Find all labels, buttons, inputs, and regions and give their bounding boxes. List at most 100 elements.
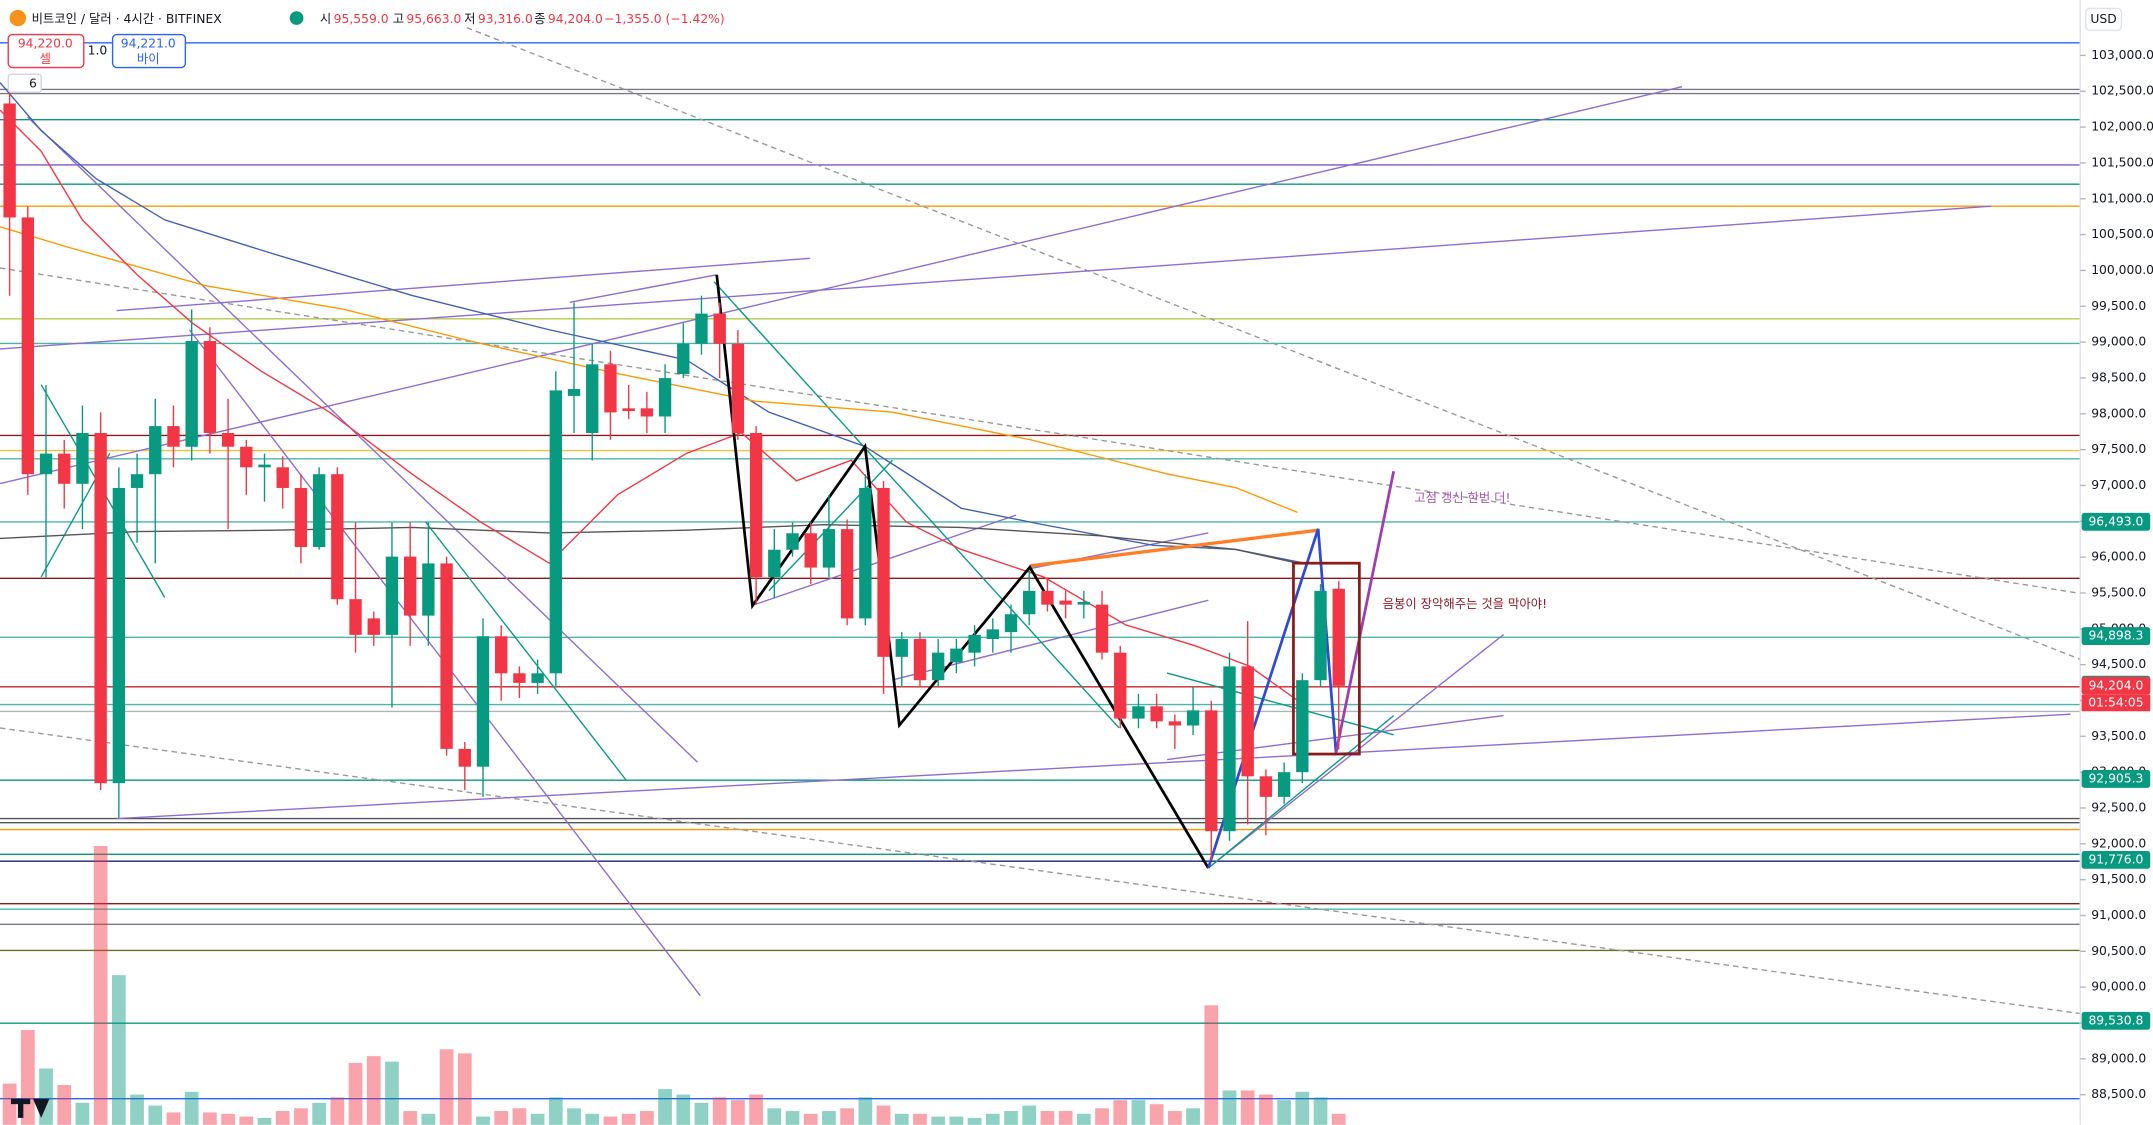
ohlc-key: 저 <box>464 12 475 26</box>
y-tick-label: 101,500.0 <box>2091 155 2153 169</box>
candle-body <box>986 629 999 639</box>
y-tick-label: 91,000.0 <box>2091 908 2146 922</box>
volume-bar <box>330 1097 345 1125</box>
candle-body <box>1259 776 1273 797</box>
candle-body <box>749 432 763 578</box>
volume-bar <box>1149 1104 1164 1125</box>
volume-bar <box>694 1102 709 1125</box>
volume-bar <box>530 1113 545 1125</box>
price-label: 94,898.3 <box>2088 629 2143 643</box>
symbol: 비트코인 / 달러 · 4시간 · BITFINEX <box>32 12 223 26</box>
volume-bar <box>658 1089 672 1125</box>
indicator-count: 6 <box>29 76 37 90</box>
y-tick-label: 95,500.0 <box>2091 585 2146 599</box>
volume-bar <box>2 1083 17 1125</box>
volume-bar <box>1076 1113 1091 1125</box>
price-label-box <box>2081 1011 2151 1030</box>
ohlc-value: 93,316.0 <box>478 12 533 26</box>
volume-bar <box>858 1097 873 1125</box>
candle-body <box>804 533 817 568</box>
candle-body <box>130 474 144 488</box>
candle-body <box>622 408 635 412</box>
volume-bar <box>1222 1090 1237 1125</box>
candle-body <box>403 556 417 616</box>
currency-box[interactable] <box>2085 7 2123 32</box>
candle-body <box>1004 614 1018 633</box>
y-tick-label: 97,500.0 <box>2091 442 2146 456</box>
volume-bar <box>457 1053 472 1125</box>
volume-bar <box>676 1094 691 1125</box>
y-tick-label: 92,500.0 <box>2091 800 2146 814</box>
volume-bar <box>239 1116 254 1125</box>
volume-bar <box>75 1102 90 1125</box>
levels <box>0 42 2081 1100</box>
volume-bar <box>1131 1100 1146 1125</box>
candle-body <box>931 652 945 681</box>
sell-button[interactable] <box>7 33 85 69</box>
candle-body <box>385 556 399 635</box>
price-label-box <box>2081 850 2151 869</box>
ohlc-value: 95,559.0 <box>334 12 389 26</box>
candle-body <box>458 748 471 767</box>
candle-body <box>167 426 180 447</box>
candle-body <box>495 636 508 674</box>
ohlc-value: 94,204.0 <box>548 12 603 26</box>
volume-bar <box>111 975 126 1125</box>
candle-body <box>367 618 380 635</box>
candle-body <box>221 432 235 447</box>
volume-bar <box>1186 1108 1200 1125</box>
candle-body <box>786 533 799 550</box>
candle-body <box>240 446 253 468</box>
volume-bar <box>203 1112 217 1125</box>
volume-bar <box>57 1084 72 1125</box>
candle-body <box>476 636 490 767</box>
volume-bar <box>1040 1111 1055 1125</box>
candle-body <box>1186 710 1200 726</box>
volume-bar <box>913 1113 927 1125</box>
y-tick-label: 102,000.0 <box>2091 120 2153 134</box>
y-tick-label: 101,000.0 <box>2091 191 2153 205</box>
volume-bar <box>1277 1100 1291 1125</box>
indicator-toggle[interactable] <box>7 73 42 93</box>
candle-body <box>695 313 708 344</box>
candle-body <box>1205 710 1218 832</box>
volume-bar <box>548 1097 563 1125</box>
candle-body <box>1296 680 1309 773</box>
volume-bar <box>494 1111 509 1125</box>
buy-button[interactable] <box>111 33 187 69</box>
currency: USD <box>2090 12 2116 26</box>
sell-price: 94,220.0 <box>18 37 73 51</box>
ohlc-key: 시 <box>320 12 331 26</box>
volume-bar <box>294 1108 308 1125</box>
y-tick-label: 97,000.0 <box>2091 478 2146 492</box>
candle-body <box>21 217 34 475</box>
volume-bar <box>130 1094 144 1125</box>
volume-bar <box>785 1111 800 1125</box>
candle-body <box>567 389 581 396</box>
volume-bar <box>1168 1111 1182 1125</box>
price-label: 89,530.8 <box>2088 1013 2143 1027</box>
volume-bar <box>1004 1111 1018 1125</box>
volume-bar <box>93 846 108 1125</box>
spread: 1.0 <box>88 44 108 58</box>
trendlines <box>0 27 2081 1015</box>
ohlc-key: 고 <box>393 12 404 26</box>
candle-body <box>913 638 927 681</box>
candle-body <box>768 549 781 578</box>
candle-body <box>1241 666 1254 777</box>
volume-bar <box>731 1100 745 1125</box>
candle-body <box>1059 600 1072 605</box>
candle-body <box>58 453 71 484</box>
buy-label: 바이 <box>137 52 160 66</box>
volume-bar <box>1095 1108 1109 1125</box>
volume-bar <box>1022 1105 1037 1125</box>
buy-price: 94,221.0 <box>121 37 176 51</box>
volume-bar <box>257 1117 272 1125</box>
y-tick-label: 99,500.0 <box>2091 299 2146 313</box>
y-tick-label: 90,500.0 <box>2091 944 2146 958</box>
volume-bar <box>403 1111 418 1125</box>
candle-body <box>586 364 599 433</box>
candle-body <box>294 487 308 548</box>
candle-body <box>3 103 16 218</box>
